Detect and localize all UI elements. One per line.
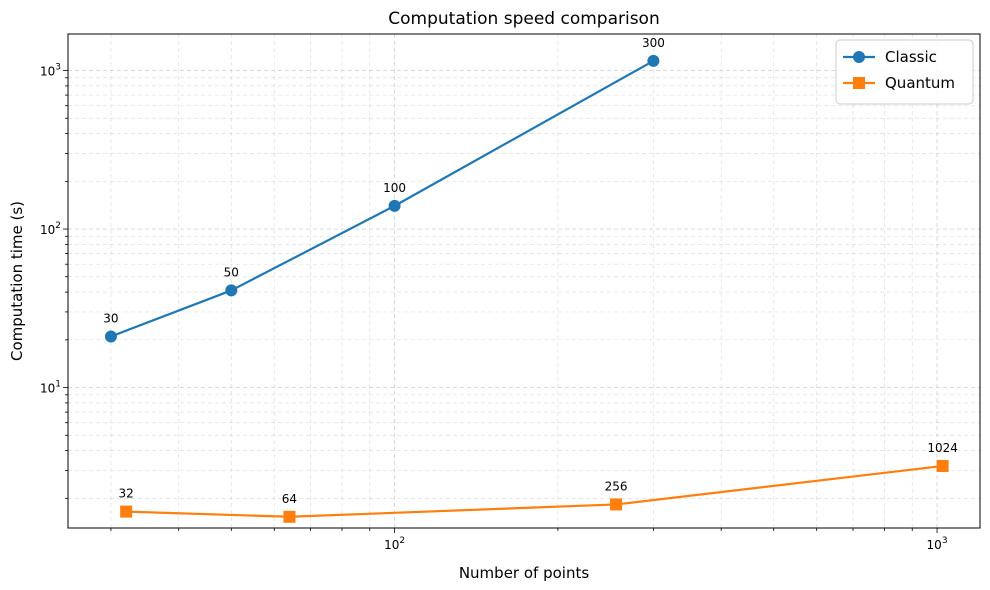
data-label: 300 xyxy=(642,36,665,50)
y-tick-label: 102 xyxy=(40,221,61,237)
data-label: 64 xyxy=(282,492,297,506)
data-point xyxy=(936,459,949,472)
data-label: 100 xyxy=(383,181,406,195)
data-point xyxy=(225,284,238,297)
data-label: 50 xyxy=(224,265,239,279)
x-axis-label: Number of points xyxy=(459,564,590,582)
plot-frame xyxy=(67,33,981,529)
legend-item-classic: Classic xyxy=(843,48,937,66)
series-layer: 30 50 100 300 32 64 256 1024 xyxy=(103,36,958,523)
grid xyxy=(68,34,980,528)
data-point xyxy=(120,505,133,518)
chart-title: Computation speed comparison xyxy=(388,9,659,29)
series-line xyxy=(110,59,654,338)
y-tick-label: 101 xyxy=(40,380,61,396)
data-point xyxy=(388,199,401,212)
legend-label: Classic xyxy=(885,48,937,66)
data-label: 1024 xyxy=(927,441,958,455)
data-point xyxy=(610,498,623,511)
y-tick-label: 103 xyxy=(40,63,61,79)
data-label: 32 xyxy=(119,487,134,501)
series-line xyxy=(126,464,943,518)
y-axis-label: Computation time (s) xyxy=(8,201,26,361)
legend: Classic Quantum xyxy=(835,39,974,105)
ticks: 102 103 101 102 103 xyxy=(40,63,948,552)
data-point xyxy=(283,510,296,523)
legend-label: Quantum xyxy=(885,74,955,92)
data-label: 30 xyxy=(103,311,118,325)
legend-marker xyxy=(853,51,865,63)
x-tick-label: 103 xyxy=(927,536,948,552)
series-classic: 30 50 100 300 xyxy=(103,36,665,343)
legend-item-quantum: Quantum xyxy=(843,74,955,92)
data-label: 256 xyxy=(605,479,628,493)
x-tick-label: 102 xyxy=(384,536,405,552)
series-quantum: 32 64 256 1024 xyxy=(119,441,958,523)
data-point xyxy=(104,330,117,343)
legend-marker xyxy=(853,77,865,89)
data-point xyxy=(647,54,660,67)
